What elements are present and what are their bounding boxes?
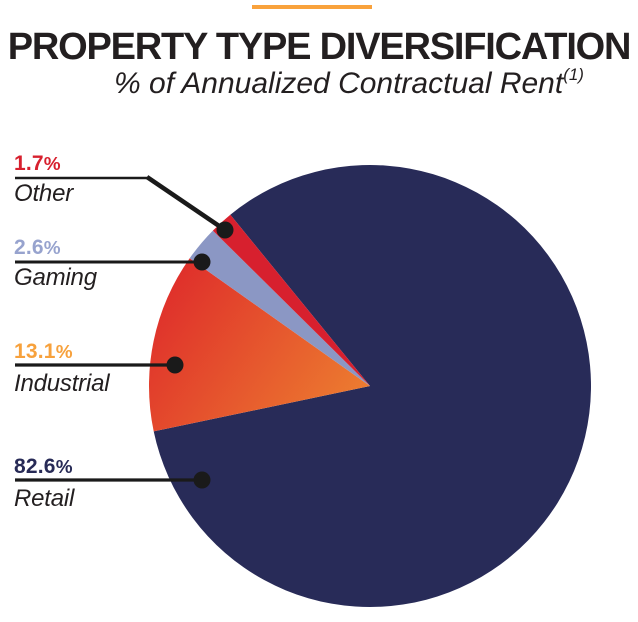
slice-value-other: 1.7% xyxy=(14,152,61,175)
pie-slice-gaming xyxy=(189,230,370,386)
slice-label-retail: Retail xyxy=(14,485,75,512)
callout-industrial: 13.1% Industrial xyxy=(14,340,110,396)
slice-label-other: Other xyxy=(14,180,74,207)
pie-slice-retail xyxy=(153,165,591,608)
chart-title: PROPERTY TYPE DIVERSIFICATION xyxy=(7,26,632,68)
chart-subtitle: % of Annualized Contractual Rent(1) xyxy=(30,65,638,100)
chart-subtitle-text: % of Annualized Contractual Rent xyxy=(114,67,564,100)
footnote-marker: (1) xyxy=(563,65,584,84)
callout-gaming: 2.6% Gaming xyxy=(14,236,97,290)
callout-other: 1.7% Other xyxy=(14,152,73,206)
slice-label-gaming: Gaming xyxy=(14,264,97,291)
slice-value-retail: 82.6% xyxy=(14,455,73,478)
callout-retail: 82.6% Retail xyxy=(14,455,74,511)
pie-slice-industrial xyxy=(148,258,370,432)
leader-dot-industrial xyxy=(166,356,184,374)
slice-value-industrial: 13.1% xyxy=(14,340,73,363)
slice-label-industrial: Industrial xyxy=(14,370,110,397)
slice-value-gaming: 2.6% xyxy=(14,236,61,259)
leader-line-other xyxy=(145,175,227,232)
leader-dot-other xyxy=(216,221,234,239)
leader-dot-gaming xyxy=(193,253,211,271)
leader-dot-retail xyxy=(193,471,211,489)
accent-bar xyxy=(252,5,372,9)
pie-slice-other xyxy=(212,214,370,386)
